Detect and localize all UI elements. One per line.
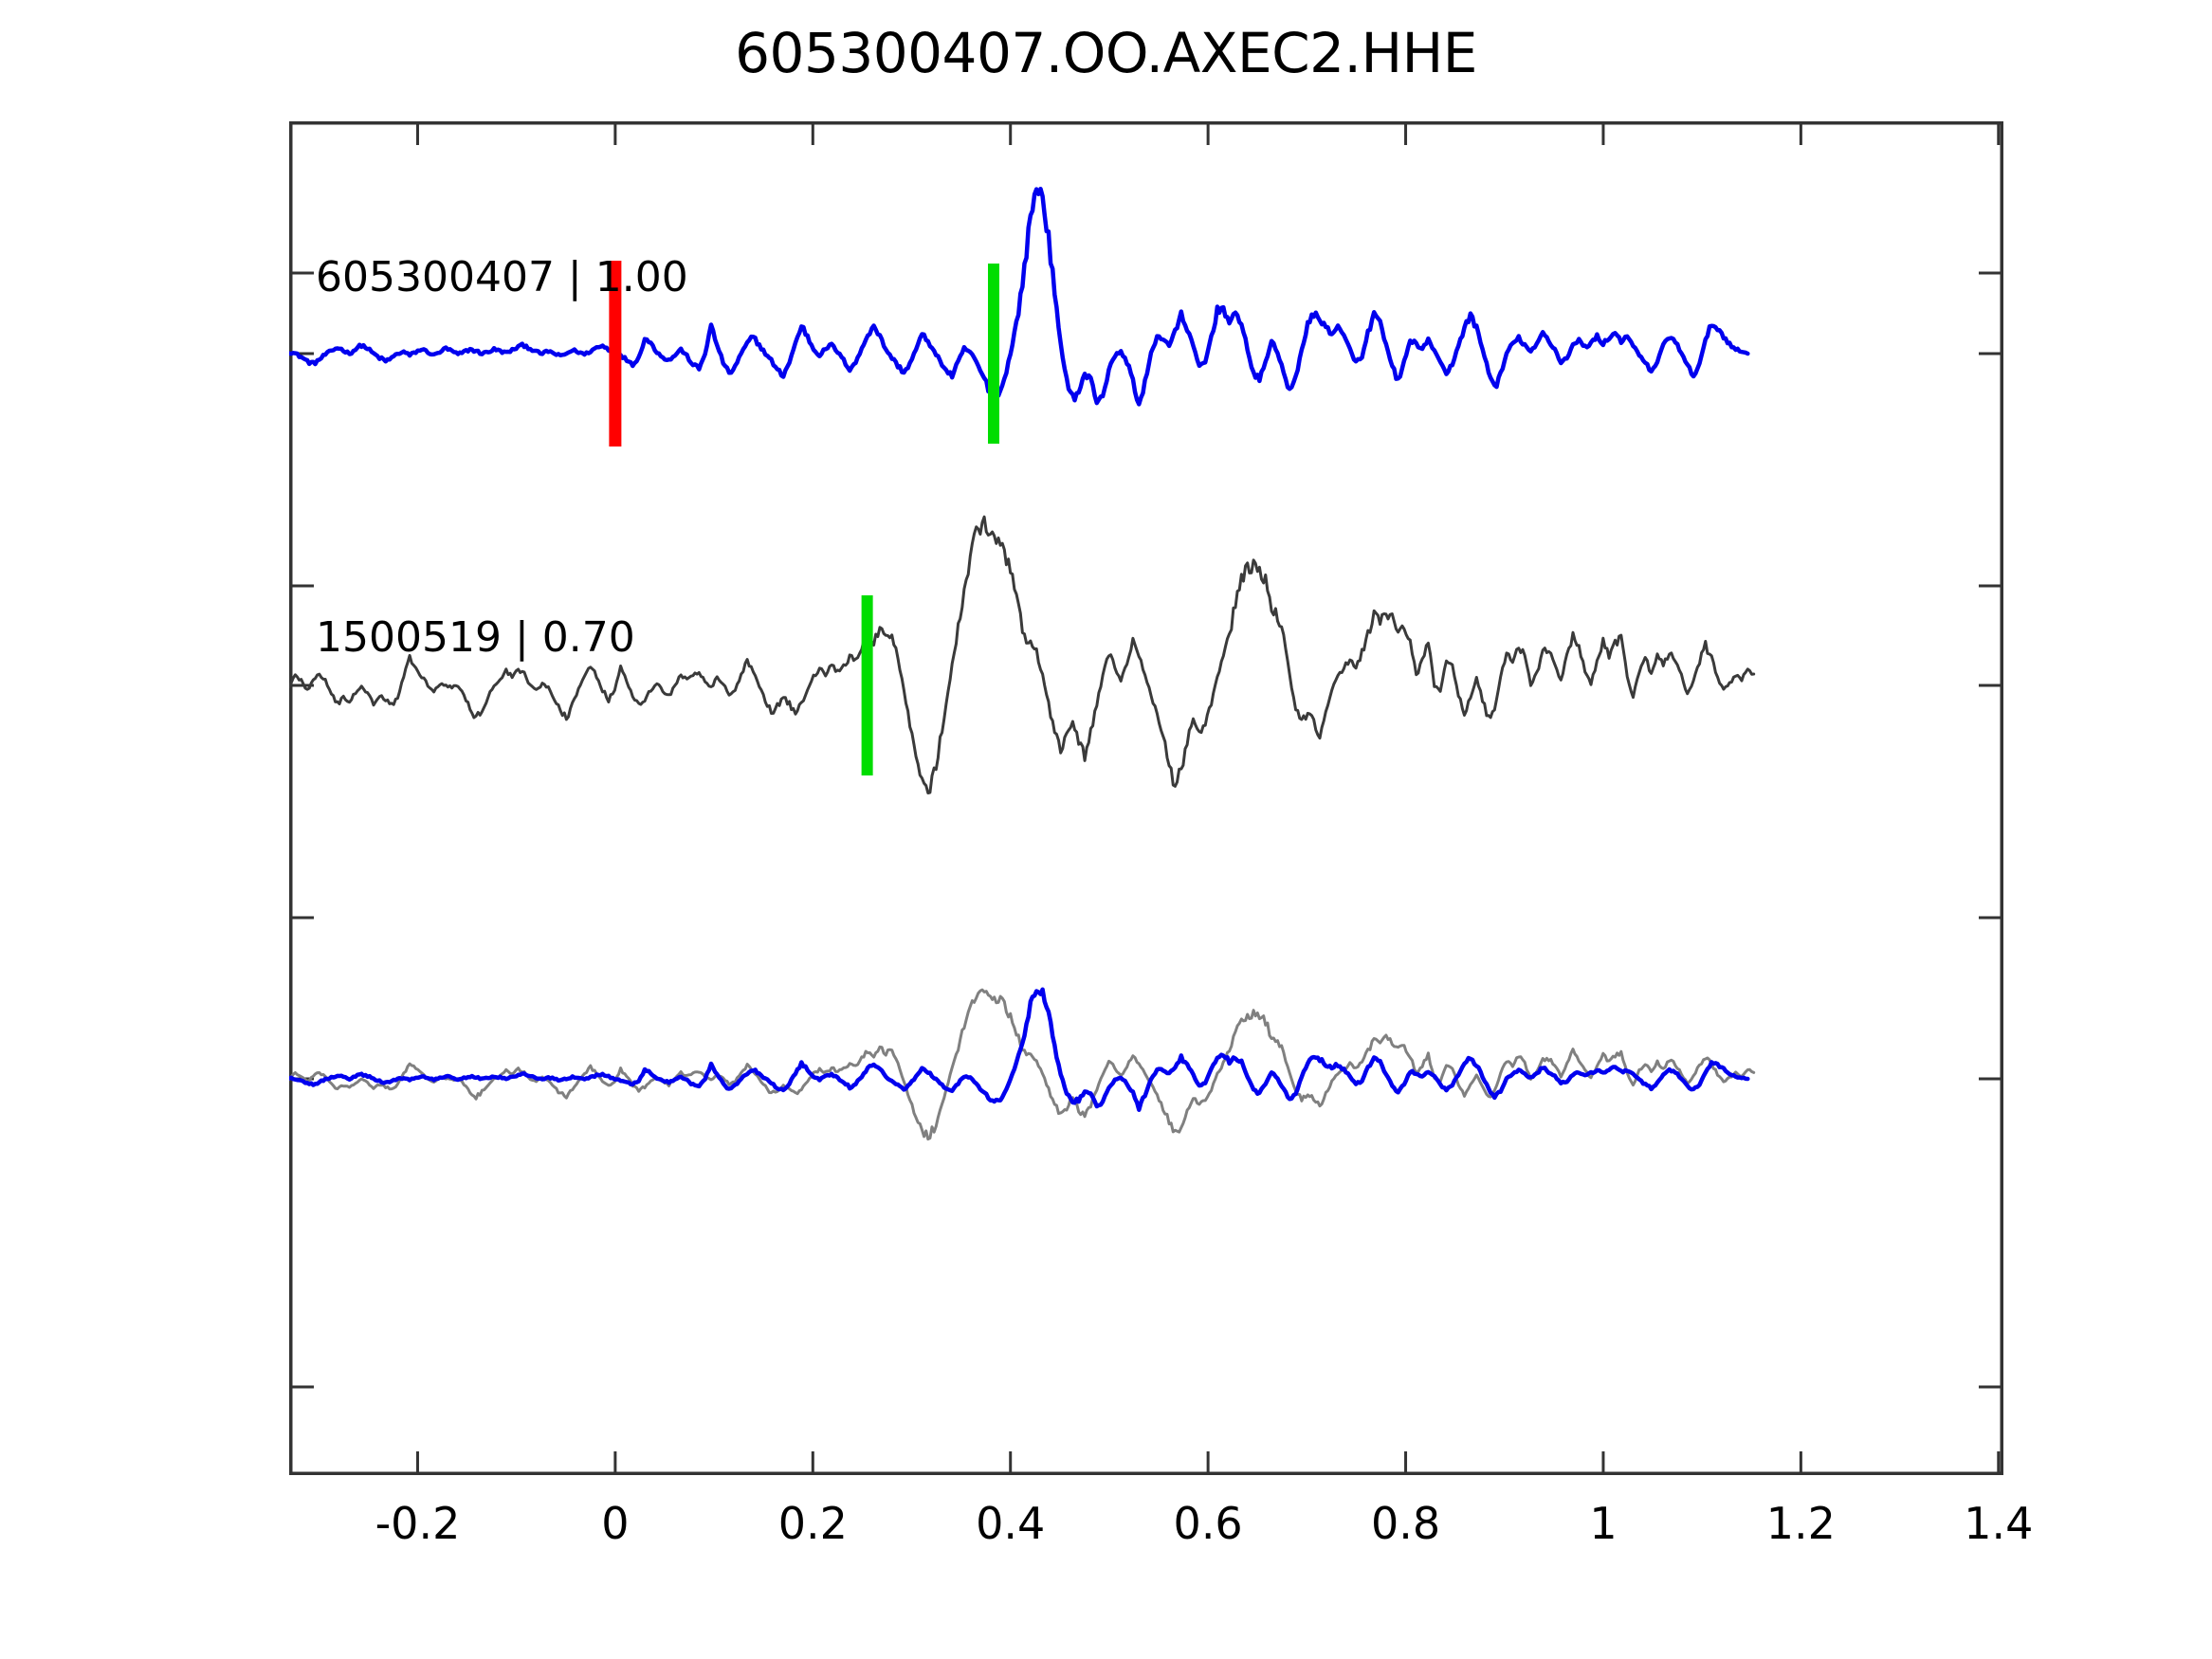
axes-frame — [289, 121, 2003, 1475]
x-tick-label: 0 — [601, 1498, 630, 1549]
x-tick-label: 1.4 — [1964, 1498, 2034, 1549]
x-tick-label: 0.4 — [976, 1498, 1046, 1549]
plot-axes: 605300407 | 1.00 1500519 | 0.70 — [289, 121, 2003, 1475]
x-tick-label: 0.8 — [1370, 1498, 1441, 1549]
waveform-overlay-blue — [289, 987, 1750, 1112]
x-tick-label: -0.2 — [375, 1498, 461, 1549]
waveform-overlay-gray — [289, 988, 1756, 1141]
x-tick-label: 1 — [1589, 1498, 1618, 1549]
page-title: 605300407.OO.AXEC2.HHE — [735, 21, 1477, 85]
trace-label-template: 605300407 | 1.00 — [316, 253, 688, 301]
trace-label-detection: 1500519 | 0.70 — [316, 613, 635, 662]
x-tick-label: 0.6 — [1173, 1498, 1243, 1549]
x-tick-label: 1.2 — [1765, 1498, 1836, 1549]
waveform-1500519 | 0.70 — [289, 515, 1756, 794]
x-tick-label: 0.2 — [777, 1498, 848, 1549]
waveform-605300407 | 1.00 — [289, 186, 1750, 407]
waveform-canvas — [289, 121, 2003, 1475]
